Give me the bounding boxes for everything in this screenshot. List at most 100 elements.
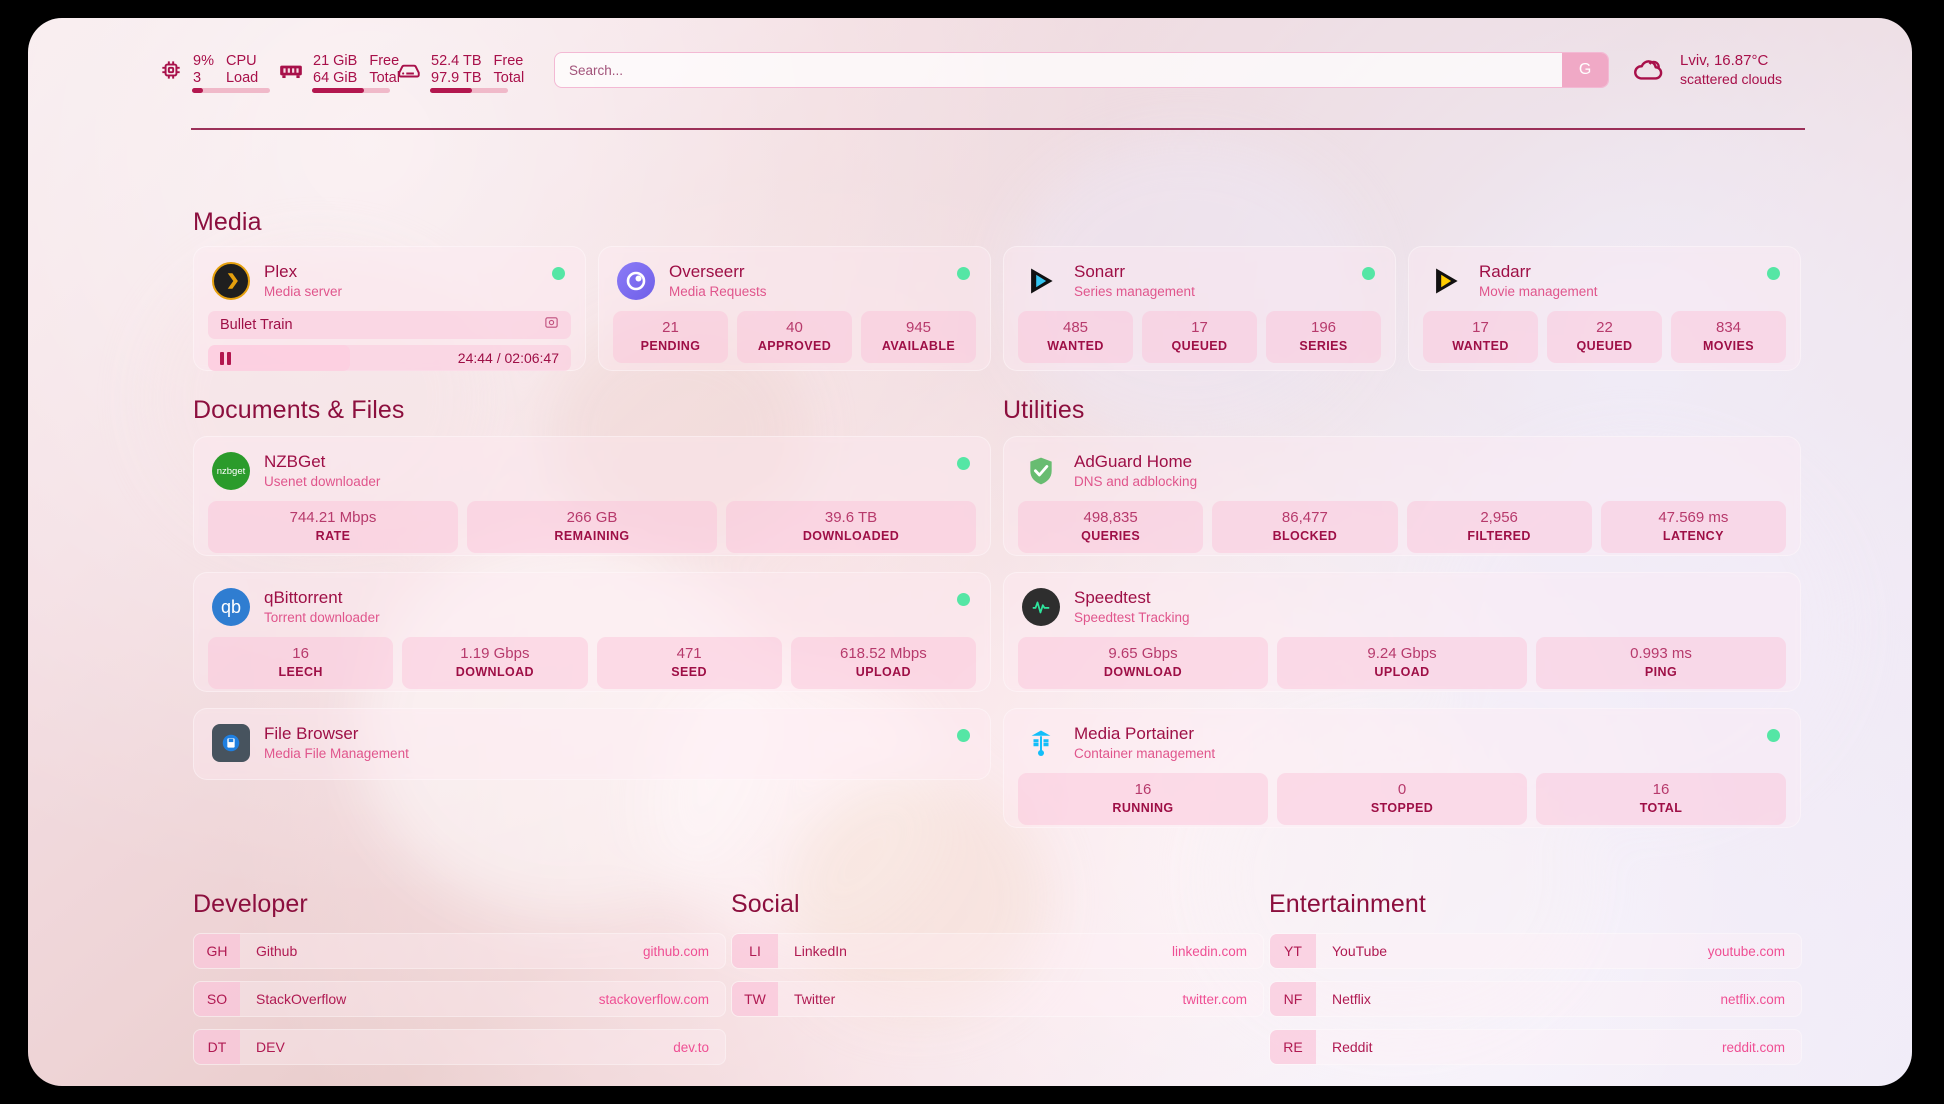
- bookmark-name: Netflix: [1332, 991, 1371, 1007]
- bookmark-abbr: TW: [732, 982, 778, 1016]
- app-card-portainer[interactable]: Media Portainer Container management 16 …: [1003, 708, 1801, 828]
- stat-tile[interactable]: 21 PENDING: [613, 311, 728, 363]
- bookmark-name: Twitter: [794, 991, 836, 1007]
- tile-value: 21: [662, 319, 679, 336]
- bookmark-item[interactable]: GH Github github.com: [193, 933, 726, 969]
- weather-widget[interactable]: Lviv, 16.87°C scattered clouds: [1631, 51, 1782, 89]
- app-card-filebrowser[interactable]: File Browser Media File Management: [193, 708, 991, 780]
- stat-tile[interactable]: 16 LEECH: [208, 637, 394, 689]
- section-title-developer: Developer: [193, 890, 308, 918]
- stat-tile[interactable]: 498,835 QUERIES: [1018, 501, 1204, 553]
- filebrowser-name: File Browser: [264, 724, 359, 743]
- stat-tile[interactable]: 17 QUEUED: [1142, 311, 1257, 363]
- plex-now-playing-title: Bullet Train: [220, 317, 293, 333]
- stat-tile[interactable]: 39.6 TB DOWNLOADED: [726, 501, 976, 553]
- tile-label: WANTED: [1452, 339, 1509, 353]
- stat-tile[interactable]: 16 RUNNING: [1018, 773, 1268, 825]
- adguard-card-header: AdGuard Home DNS and adblocking: [1004, 437, 1800, 491]
- bookmark-item[interactable]: YT YouTube youtube.com: [1269, 933, 1802, 969]
- plex-progress-row[interactable]: 24:44 / 02:06:47: [208, 345, 571, 371]
- app-card-qbittorrent[interactable]: qb qBittorrent Torrent downloader 16 LEE…: [193, 572, 991, 692]
- tile-value: 196: [1310, 319, 1337, 336]
- bookmark-item[interactable]: NF Netflix netflix.com: [1269, 981, 1802, 1017]
- tile-label: DOWNLOADED: [802, 529, 900, 543]
- stat-tile[interactable]: 744.21 Mbps RATE: [208, 501, 458, 553]
- app-card-overseerr[interactable]: Overseerr Media Requests 21 PENDING 40 A…: [598, 246, 991, 371]
- stat-tile[interactable]: 40 APPROVED: [737, 311, 852, 363]
- stat-tile[interactable]: 945 AVAILABLE: [861, 311, 976, 363]
- tile-label: AVAILABLE: [881, 339, 956, 353]
- search-submit-button[interactable]: G: [1562, 53, 1609, 87]
- memory-widget[interactable]: 21 GiB 64 GiB Free Total: [278, 53, 400, 93]
- tile-value: 16: [1652, 781, 1670, 798]
- stat-tile[interactable]: 22 QUEUED: [1547, 311, 1662, 363]
- speedtest-subtitle: Speedtest Tracking: [1074, 610, 1190, 625]
- nzbget-name: NZBGet: [264, 452, 326, 471]
- app-card-radarr[interactable]: Radarr Movie management 17 WANTED 22 QUE…: [1408, 246, 1801, 371]
- app-card-sonarr[interactable]: Sonarr Series management 485 WANTED 17 Q…: [1003, 246, 1396, 371]
- bookmark-abbr: DT: [194, 1030, 240, 1064]
- search-input[interactable]: [555, 53, 1563, 87]
- filebrowser-subtitle: Media File Management: [264, 746, 409, 761]
- stat-tile[interactable]: 0 STOPPED: [1277, 773, 1527, 825]
- stat-tile[interactable]: 86,477 BLOCKED: [1212, 501, 1398, 553]
- nzbget-status-dot: [957, 457, 970, 470]
- bookmark-abbr: RE: [1270, 1030, 1316, 1064]
- weather-location-temp: Lviv, 16.87°C: [1680, 52, 1769, 69]
- stat-tile[interactable]: 2,956 FILTERED: [1406, 501, 1592, 553]
- stat-tile[interactable]: 471 SEED: [596, 637, 782, 689]
- search-container: G: [554, 52, 1610, 88]
- app-card-nzbget[interactable]: nzbget NZBGet Usenet downloader 744.21 M…: [193, 436, 991, 556]
- app-card-speedtest[interactable]: Speedtest Speedtest Tracking 9.65 Gbps D…: [1003, 572, 1801, 692]
- stat-tile[interactable]: 618.52 Mbps UPLOAD: [790, 637, 976, 689]
- stat-tile[interactable]: 196 SERIES: [1266, 311, 1381, 363]
- stat-tile[interactable]: 9.65 Gbps DOWNLOAD: [1018, 637, 1268, 689]
- stat-tile[interactable]: 834 MOVIES: [1671, 311, 1786, 363]
- tile-label: PENDING: [640, 339, 701, 353]
- stat-tile[interactable]: 47.569 ms LATENCY: [1600, 501, 1786, 553]
- tile-label: REMAINING: [554, 529, 630, 543]
- tile-label: DOWNLOAD: [1103, 665, 1183, 679]
- plex-name: Plex: [264, 262, 298, 281]
- weather-condition: scattered clouds: [1680, 71, 1782, 87]
- stat-tile[interactable]: 266 GB REMAINING: [467, 501, 717, 553]
- stat-tile[interactable]: 485 WANTED: [1018, 311, 1133, 363]
- tile-label: UPLOAD: [855, 665, 911, 679]
- bookmark-item[interactable]: SO StackOverflow stackoverflow.com: [193, 981, 726, 1017]
- pause-icon[interactable]: [220, 351, 231, 365]
- tile-value: 744.21 Mbps: [289, 509, 377, 526]
- app-card-adguard[interactable]: AdGuard Home DNS and adblocking 498,835 …: [1003, 436, 1801, 556]
- app-card-plex[interactable]: Plex Media server Bullet Train 24:44 / 0…: [193, 246, 586, 371]
- disk-widget[interactable]: 52.4 TB 97.9 TB Free Total: [396, 53, 526, 93]
- cast-icon[interactable]: [544, 315, 559, 335]
- tile-value: 498,835: [1083, 509, 1138, 526]
- stat-tile[interactable]: 1.19 Gbps DOWNLOAD: [402, 637, 588, 689]
- plex-card-header: Plex Media server: [194, 247, 585, 301]
- stat-tile[interactable]: 16 TOTAL: [1536, 773, 1786, 825]
- cpu-widget[interactable]: 9% 3 CPU Load: [158, 53, 278, 93]
- search-box[interactable]: G: [554, 52, 1610, 88]
- bookmark-item[interactable]: LI LinkedIn linkedin.com: [731, 933, 1264, 969]
- disk-label-bottom: Total: [493, 70, 525, 86]
- bookmark-item[interactable]: TW Twitter twitter.com: [731, 981, 1264, 1017]
- bookmark-list-social: LI LinkedIn linkedin.com TW Twitter twit…: [731, 933, 1264, 1029]
- adguard-shield-icon: [1022, 452, 1060, 490]
- adguard-tiles: 498,835 QUERIES 86,477 BLOCKED 2,956 FIL…: [1004, 491, 1800, 565]
- filebrowser-card-header: File Browser Media File Management: [194, 709, 990, 763]
- sonarr-card-header: Sonarr Series management: [1004, 247, 1395, 301]
- cpu-usage-bar: [192, 88, 270, 93]
- tile-label: SEED: [671, 665, 707, 679]
- tile-value: 40: [786, 319, 803, 336]
- stat-tile[interactable]: 0.993 ms PING: [1536, 637, 1786, 689]
- bookmark-item[interactable]: RE Reddit reddit.com: [1269, 1029, 1802, 1065]
- sonarr-tiles: 485 WANTED 17 QUEUED 196 SERIES: [1004, 301, 1395, 375]
- stat-tile[interactable]: 9.24 Gbps UPLOAD: [1277, 637, 1527, 689]
- tile-label: PING: [1644, 665, 1678, 679]
- sonarr-status-dot: [1362, 267, 1375, 280]
- bookmark-item[interactable]: DT DEV dev.to: [193, 1029, 726, 1065]
- tile-label: QUERIES: [1081, 529, 1141, 543]
- radarr-subtitle: Movie management: [1479, 284, 1598, 299]
- bookmark-url: github.com: [642, 943, 709, 959]
- tile-label: APPROVED: [757, 339, 832, 353]
- stat-tile[interactable]: 17 WANTED: [1423, 311, 1538, 363]
